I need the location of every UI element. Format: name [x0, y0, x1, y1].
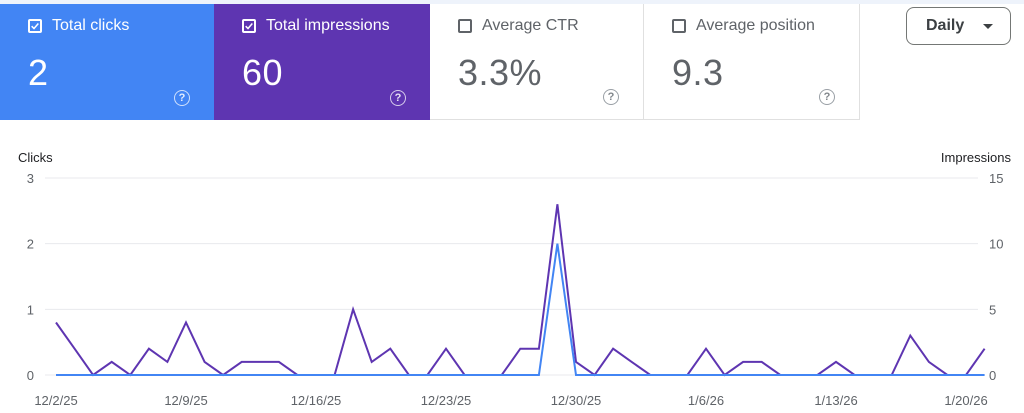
total-impressions-label: Total impressions: [266, 17, 390, 34]
average-ctr-value: 3.3%: [458, 52, 543, 93]
help-icon[interactable]: ?: [174, 90, 190, 106]
x-axis-tick: 12/30/25: [551, 393, 602, 408]
average-position-card[interactable]: Average position 9.3 ?: [644, 4, 860, 120]
total-clicks-checkbox[interactable]: [28, 19, 42, 33]
x-axis-tick: 12/2/25: [34, 393, 77, 408]
right-axis-title: Impressions: [941, 150, 1012, 165]
period-dropdown[interactable]: Daily: [906, 7, 1011, 45]
left-axis-tick: 2: [27, 237, 34, 252]
x-axis-tick: 12/9/25: [164, 393, 207, 408]
left-axis-tick: 1: [27, 302, 34, 317]
average-position-label: Average position: [696, 17, 815, 34]
total-impressions-card[interactable]: Total impressions 60 ?: [214, 4, 430, 120]
average-position-value: 9.3: [672, 52, 724, 93]
average-ctr-card[interactable]: Average CTR 3.3% ?: [430, 4, 644, 120]
total-clicks-card[interactable]: Total clicks 2 ?: [0, 4, 214, 120]
impressions-line: [55, 204, 986, 377]
right-axis-tick: 15: [989, 171, 1003, 186]
left-axis-title: Clicks: [18, 150, 53, 165]
right-axis-tick: 10: [989, 237, 1003, 252]
x-axis-tick: 1/13/26: [814, 393, 857, 408]
help-icon[interactable]: ?: [390, 90, 406, 106]
period-dropdown-label: Daily: [926, 17, 965, 34]
help-icon[interactable]: ?: [819, 89, 835, 105]
total-impressions-checkbox[interactable]: [242, 19, 256, 33]
total-clicks-label: Total clicks: [52, 17, 130, 34]
left-axis-tick: 0: [27, 368, 34, 383]
average-ctr-label: Average CTR: [482, 17, 579, 34]
x-axis-tick: 1/20/26: [944, 393, 987, 408]
right-axis-tick: 5: [989, 302, 996, 317]
x-axis-tick: 12/16/25: [291, 393, 342, 408]
top-band: [0, 0, 1024, 4]
total-impressions-value: 60: [242, 52, 284, 93]
caret-down-icon: [983, 24, 993, 29]
average-position-checkbox[interactable]: [672, 19, 686, 33]
clicks-line: [56, 243, 985, 376]
right-axis-tick: 0: [989, 368, 996, 383]
help-icon[interactable]: ?: [603, 89, 619, 105]
total-clicks-value: 2: [28, 52, 49, 93]
average-ctr-checkbox[interactable]: [458, 19, 472, 33]
x-axis-tick: 1/6/26: [688, 393, 724, 408]
x-axis-tick: 12/23/25: [421, 393, 472, 408]
left-axis-tick: 3: [27, 171, 34, 186]
